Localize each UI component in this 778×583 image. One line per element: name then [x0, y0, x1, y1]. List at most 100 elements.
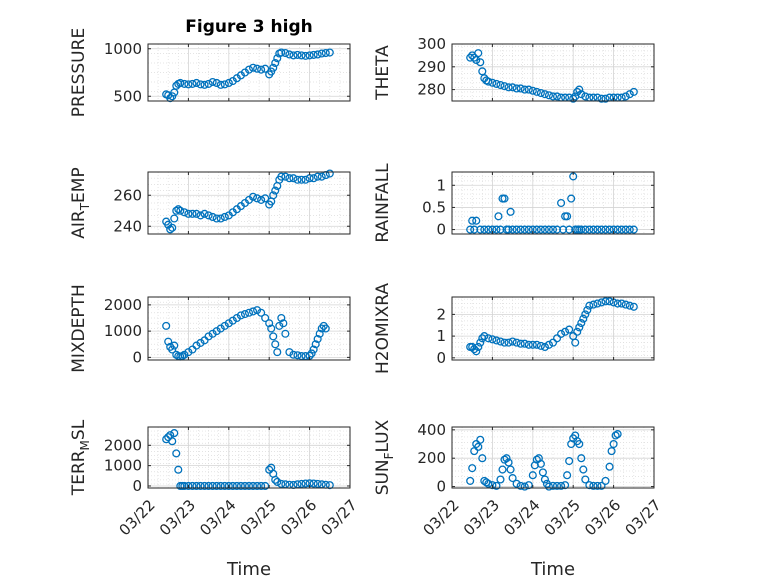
data-point: [516, 84, 525, 93]
data-point: [285, 50, 294, 59]
data-point: [468, 216, 477, 225]
data-point: [277, 313, 286, 323]
data-point: [293, 175, 302, 184]
data-point: [180, 481, 189, 491]
axes-4: 0 0.5 1 RAINFALL: [373, 163, 655, 243]
data-point: [253, 64, 262, 73]
data-point: [597, 225, 606, 234]
y-axis-label: SUNFLUX: [373, 419, 396, 495]
data-point: [277, 479, 286, 488]
data-point: [216, 481, 225, 491]
data-point: [180, 79, 189, 88]
data-point: [293, 50, 302, 59]
data-point: [524, 85, 533, 94]
data-point: [285, 174, 294, 183]
data-point: [548, 92, 558, 101]
data-point: [224, 319, 233, 328]
data-point: [196, 481, 205, 491]
data-point: [585, 481, 594, 490]
data-point: [613, 430, 622, 439]
data-point: [200, 209, 209, 218]
data-point: [176, 78, 185, 87]
data-point: [532, 87, 541, 96]
data-point: [613, 225, 622, 234]
data-point: [561, 327, 570, 336]
data-point: [528, 471, 537, 480]
data-point: [265, 319, 274, 328]
data-point: [593, 481, 602, 490]
data-point: [565, 325, 574, 334]
data-point: [470, 53, 479, 62]
data-point: [172, 449, 181, 458]
data-point: [508, 474, 517, 483]
data-point: [478, 454, 487, 463]
y-axis-label: THETA: [373, 45, 393, 101]
data-point: [248, 63, 258, 72]
data-point: [544, 91, 554, 100]
data-point: [297, 352, 306, 361]
data-point: [577, 225, 586, 234]
data-point: [240, 481, 250, 491]
data-point: [561, 481, 570, 490]
data-point: [289, 350, 298, 359]
data-point: [611, 431, 620, 440]
data-point: [244, 308, 254, 317]
data-point: [552, 225, 562, 234]
data-point: [496, 475, 505, 484]
data-point: [317, 172, 326, 181]
data-point: [277, 48, 286, 57]
data-point: [472, 347, 481, 356]
data-point: [269, 63, 278, 72]
plot-area: [452, 297, 654, 360]
data-point: [285, 348, 294, 357]
data-point: [557, 481, 566, 490]
data-point: [311, 340, 320, 349]
data-point: [508, 83, 517, 92]
data-point: [279, 319, 288, 328]
data-point: [273, 54, 282, 63]
y-axis-label: H2OMIXRA: [373, 283, 393, 374]
data-point: [621, 225, 630, 234]
data-point: [520, 85, 529, 94]
data-point: [585, 225, 594, 234]
data-point: [605, 462, 614, 471]
data-point: [236, 311, 245, 320]
data-point: [184, 80, 193, 89]
data-point: [492, 225, 501, 234]
data-point: [512, 225, 521, 234]
data-point: [253, 306, 262, 315]
data-point: [293, 351, 302, 360]
data-point: [200, 481, 209, 491]
y-tick-label: 0: [436, 478, 446, 496]
data-point: [508, 225, 517, 234]
data-point: [552, 334, 562, 343]
data-point: [536, 88, 545, 98]
data-point: [504, 338, 513, 347]
data-point: [478, 334, 487, 343]
data-point: [265, 465, 274, 474]
data-point: [474, 342, 483, 352]
data-point: [573, 327, 582, 336]
data-point: [269, 191, 278, 200]
data-point: [621, 92, 630, 101]
data-point: [559, 225, 568, 234]
data-point: [204, 332, 213, 341]
data-point: [325, 169, 334, 178]
data-point: [569, 94, 578, 103]
data-point: [180, 208, 189, 217]
data-point: [466, 225, 475, 234]
data-point: [313, 334, 322, 344]
data-point: [601, 94, 610, 103]
data-point: [184, 348, 193, 357]
data-point: [484, 225, 493, 234]
data-point: [607, 447, 616, 456]
data-point: [273, 348, 282, 357]
data-point: [269, 332, 278, 341]
y-tick-label: 1: [436, 327, 446, 345]
data-point: [498, 465, 507, 474]
data-point: [581, 310, 590, 319]
data-point: [581, 225, 590, 234]
x-axis-label: Time: [530, 559, 575, 580]
data-point: [188, 481, 197, 491]
